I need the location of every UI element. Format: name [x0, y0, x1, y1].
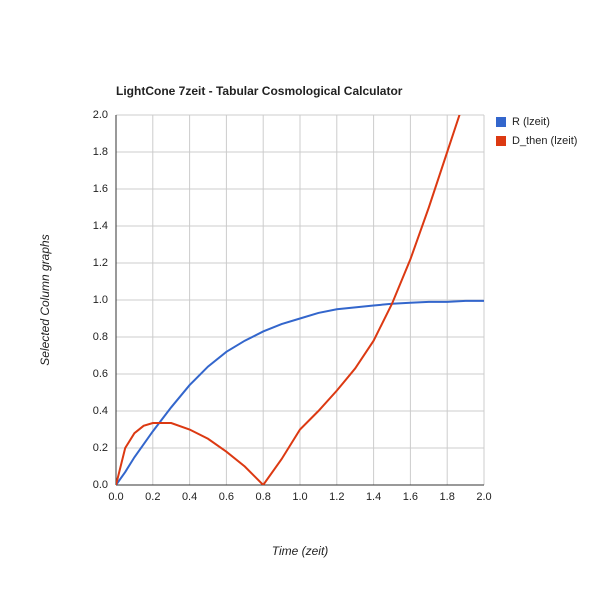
- x-tick-label: 1.8: [440, 491, 455, 503]
- y-tick-label: 2.0: [93, 109, 108, 121]
- x-tick-label: 0.4: [182, 491, 197, 503]
- x-tick-label: 1.2: [329, 491, 344, 503]
- x-tick-label: 0.2: [145, 491, 160, 503]
- x-tick-label: 0.8: [256, 491, 271, 503]
- x-axis-title: Time (zeit): [272, 544, 329, 558]
- y-tick-label: 1.8: [93, 146, 108, 158]
- y-axis-title: Selected Column graphs: [38, 234, 52, 365]
- y-tick-label: 1.0: [93, 294, 108, 306]
- y-tick-label: 0.0: [93, 479, 108, 491]
- series-line: [116, 299, 484, 485]
- x-tick-label: 0.0: [108, 491, 123, 503]
- y-tick-label: 0.6: [93, 368, 108, 380]
- x-tick-label: 0.6: [219, 491, 234, 503]
- series-line: [116, 115, 461, 485]
- y-tick-label: 1.6: [93, 183, 108, 195]
- legend-swatch: [496, 117, 506, 127]
- y-tick-label: 0.8: [93, 331, 108, 343]
- y-tick-label: 1.2: [93, 257, 108, 269]
- y-tick-label: 0.2: [93, 442, 108, 454]
- chart-title: LightCone 7zeit - Tabular Cosmological C…: [116, 84, 403, 98]
- x-tick-label: 1.4: [366, 491, 381, 503]
- x-tick-label: 2.0: [476, 491, 491, 503]
- y-tick-label: 0.4: [93, 405, 108, 417]
- legend-label: R (lzeit): [512, 116, 550, 128]
- y-tick-label: 1.4: [93, 220, 108, 232]
- x-tick-label: 1.0: [292, 491, 307, 503]
- legend-label: D_then (lzeit): [512, 135, 577, 147]
- x-tick-label: 1.6: [403, 491, 418, 503]
- legend-swatch: [496, 136, 506, 146]
- plot-area: [116, 115, 484, 485]
